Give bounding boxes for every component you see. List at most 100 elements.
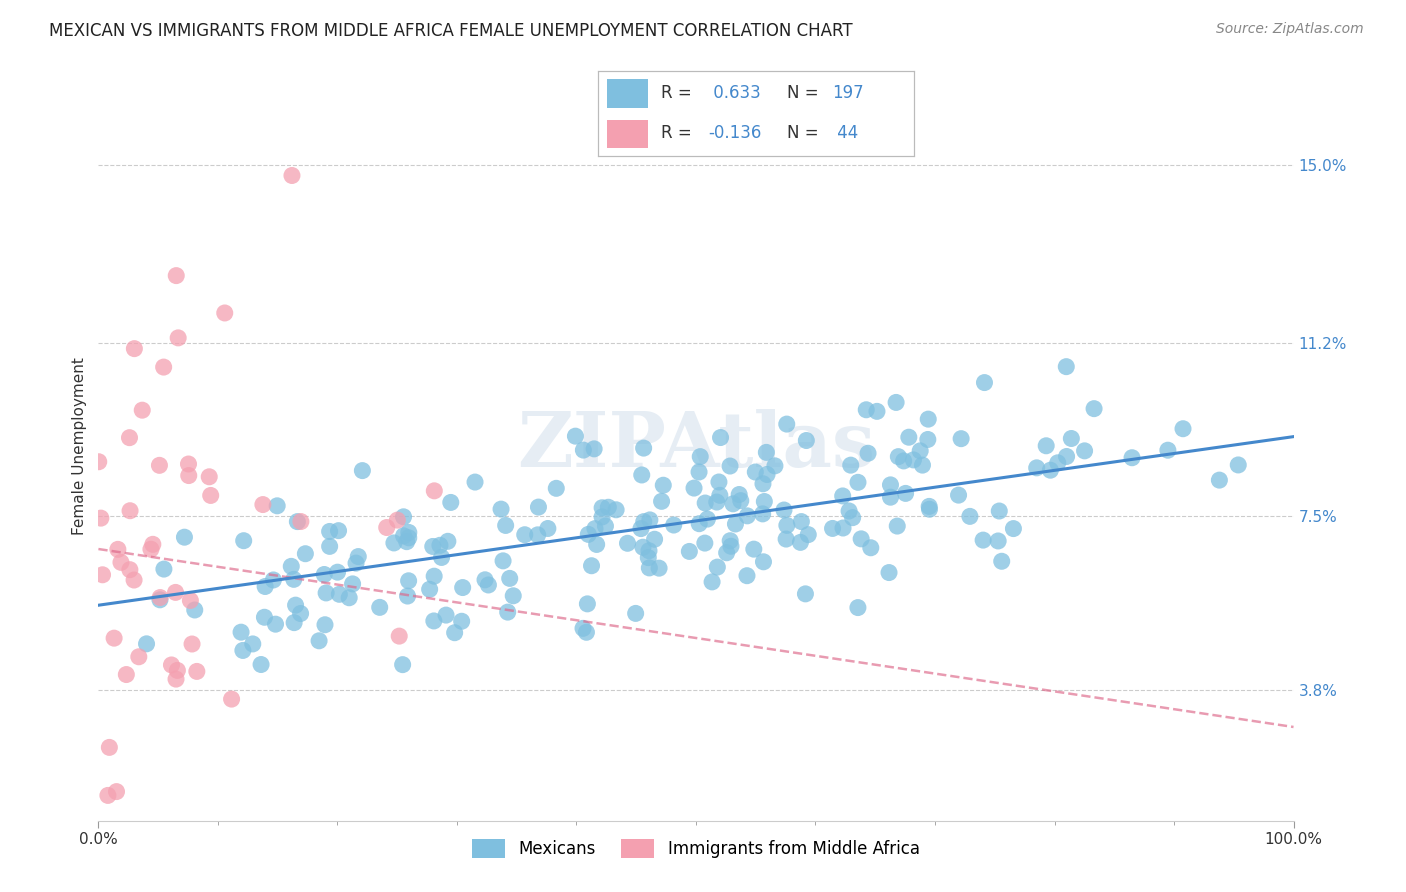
Point (728, 487, 751, 501)
Point (879, 478, 901, 492)
Point (396, 589, 419, 603)
Point (375, 520, 398, 534)
Point (232, 643, 254, 657)
Point (1171, 422, 1194, 436)
Point (988, 504, 1011, 518)
Point (959, 509, 981, 524)
Point (678, 544, 700, 558)
Point (496, 605, 519, 619)
Point (720, 539, 742, 553)
Point (252, 498, 274, 512)
Point (253, 610, 276, 624)
Point (392, 529, 415, 543)
Point (595, 519, 617, 533)
Point (821, 521, 844, 535)
Point (917, 412, 939, 426)
Point (177, 468, 200, 483)
Legend: Mexicans, Immigrants from Middle Africa: Mexicans, Immigrants from Middle Africa (465, 832, 927, 864)
Point (794, 587, 817, 601)
Point (581, 558, 603, 573)
Point (148, 458, 170, 473)
Point (706, 560, 728, 574)
Point (838, 504, 860, 518)
Point (139, 542, 162, 557)
Point (382, 536, 405, 550)
Point (443, 625, 465, 640)
Point (526, 528, 548, 542)
Point (773, 503, 796, 517)
Point (173, 530, 195, 544)
Point (859, 541, 882, 555)
Point (200, 488, 222, 502)
Point (730, 493, 752, 508)
Point (775, 532, 797, 546)
Point (513, 527, 536, 541)
Point (903, 453, 925, 467)
Point (841, 510, 863, 524)
Text: 197: 197 (832, 84, 863, 102)
Point (166, 664, 188, 678)
Point (429, 538, 451, 552)
Point (430, 550, 453, 565)
Text: N =: N = (787, 124, 824, 142)
Point (839, 458, 862, 472)
Point (290, 515, 312, 529)
Point (1121, 450, 1143, 465)
Point (118, 563, 141, 577)
Point (315, 586, 337, 600)
Point (186, 665, 208, 679)
Point (107, 542, 129, 557)
Point (181, 637, 204, 651)
Point (419, 582, 441, 597)
Point (695, 496, 717, 510)
Point (1073, 443, 1095, 458)
Point (718, 533, 741, 548)
Point (1039, 463, 1062, 477)
Point (294, 547, 316, 561)
Point (450, 614, 472, 628)
Point (631, 540, 654, 554)
Bar (607, 79, 648, 108)
Point (434, 608, 457, 623)
Point (165, 672, 187, 686)
Point (283, 572, 305, 586)
Point (214, 306, 236, 320)
Text: ZIPAtlas: ZIPAtlas (517, 409, 875, 483)
Point (591, 500, 613, 515)
Point (135, 637, 157, 651)
Point (499, 571, 522, 585)
Point (948, 488, 970, 502)
Point (451, 581, 474, 595)
Point (633, 515, 655, 529)
Point (98, 740, 121, 755)
Point (198, 470, 221, 484)
Point (546, 481, 568, 495)
Point (266, 499, 288, 513)
Point (1025, 460, 1047, 475)
Text: R =: R = (661, 84, 697, 102)
Point (752, 476, 775, 491)
Point (716, 546, 738, 560)
Point (398, 574, 420, 588)
Point (254, 580, 277, 594)
Point (662, 518, 685, 533)
Point (326, 565, 349, 579)
Point (422, 540, 444, 554)
Point (700, 574, 723, 589)
Point (124, 342, 146, 356)
Point (917, 433, 939, 447)
Point (877, 566, 900, 580)
Point (721, 497, 744, 511)
Point (709, 431, 731, 445)
Point (387, 513, 409, 527)
Text: R =: R = (661, 124, 697, 142)
Point (832, 521, 855, 535)
Point (250, 657, 273, 672)
Text: N =: N = (787, 84, 824, 102)
Point (630, 522, 652, 536)
Point (160, 657, 183, 672)
Point (328, 524, 350, 538)
Point (752, 555, 775, 569)
Point (648, 561, 671, 575)
Point (950, 432, 973, 446)
